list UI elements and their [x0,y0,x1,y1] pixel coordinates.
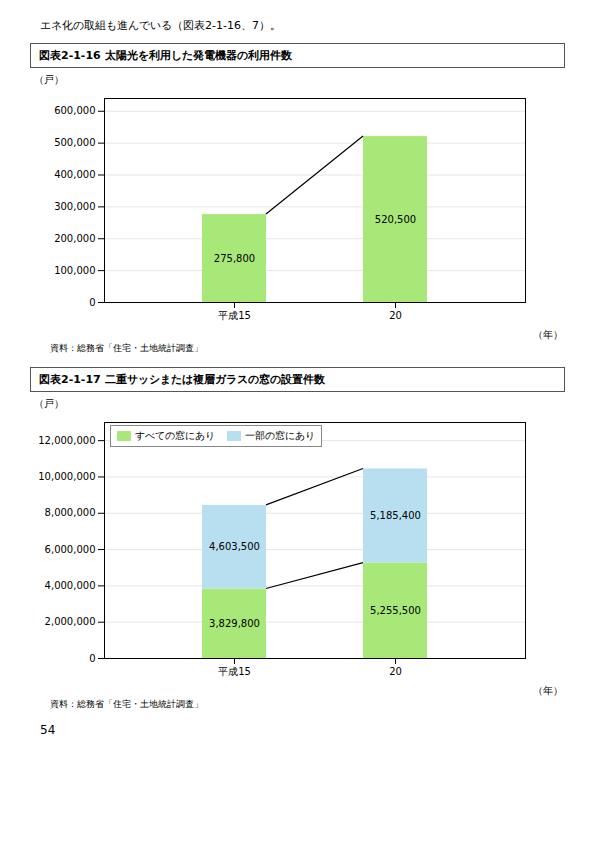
svg-text:平成15: 平成15 [218,310,251,321]
html-text:資料：総務省「住宅・土地統計調査」: 資料：総務省「住宅・土地統計調査」 [50,699,203,709]
svg-text:200,000: 200,000 [54,233,95,244]
svg-text:275,800: 275,800 [214,253,255,264]
svg-text:（戸）: （戸） [34,74,64,85]
html-text:54: 54 [40,723,56,737]
svg-text:600,000: 600,000 [54,105,95,116]
html-text:一部の窓にあり: 一部の窓にあり [245,430,315,441]
svg-text:300,000: 300,000 [54,201,95,212]
svg-text:4,603,500: 4,603,500 [209,541,260,552]
svg-text:400,000: 400,000 [54,169,95,180]
html-text:すべての窓にあり: すべての窓にあり [135,430,215,441]
html-text:図表2-1-16 太陽光を利用した発電機器の利用件数: 図表2-1-16 太陽光を利用した発電機器の利用件数 [39,49,292,62]
html-text:エネ化の取組も進んでいる（図表2-1-16、7）。: エネ化の取組も進んでいる（図表2-1-16、7）。 [40,19,281,32]
svg-text:平成15: 平成15 [218,666,251,677]
svg-text:100,000: 100,000 [54,265,95,276]
svg-text:5,255,500: 5,255,500 [370,605,421,616]
svg-text:6,000,000: 6,000,000 [45,544,96,555]
svg-text:4,000,000: 4,000,000 [45,580,96,591]
svg-text:12,000,000: 12,000,000 [38,435,95,446]
html-text:図表2-1-17 二重サッシまたは複層ガラスの窓の設置件数: 図表2-1-17 二重サッシまたは複層ガラスの窓の設置件数 [39,373,325,386]
svg-text:3,829,800: 3,829,800 [209,618,260,629]
svg-text:（年）: （年） [533,329,563,340]
svg-text:0: 0 [89,653,95,664]
svg-text:0: 0 [89,297,95,308]
svg-text:（年）: （年） [533,685,563,696]
html-text:資料：総務省「住宅・土地統計調査」: 資料：総務省「住宅・土地統計調査」 [50,343,203,353]
svg-text:2,000,000: 2,000,000 [45,616,96,627]
svg-text:5,185,400: 5,185,400 [370,510,421,521]
svg-text:20: 20 [389,666,402,677]
svg-text:8,000,000: 8,000,000 [45,507,96,518]
svg-text:520,500: 520,500 [375,214,416,225]
svg-text:（戸）: （戸） [34,398,64,409]
svg-text:20: 20 [389,310,402,321]
svg-text:500,000: 500,000 [54,137,95,148]
svg-text:10,000,000: 10,000,000 [38,471,95,482]
